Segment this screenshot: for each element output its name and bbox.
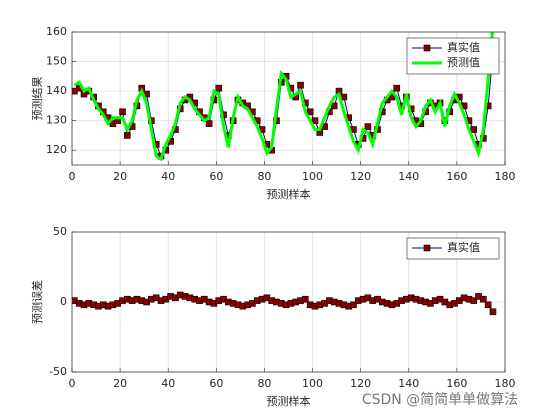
x-tick-label: 120 [350,377,371,390]
legend-label: 真实值 [447,40,480,54]
legend-marker [423,44,431,52]
x-tick-label: 80 [257,377,271,390]
data-point [330,102,338,110]
legend-label: 真实值 [447,240,480,254]
data-point [470,297,478,304]
x-tick-label: 100 [302,170,323,183]
x-tick-label: 180 [495,170,516,183]
x-tick-label: 0 [69,170,76,183]
x-tick-label: 60 [209,377,223,390]
y-tick-label: 140 [46,84,67,97]
x-tick-label: 0 [69,377,76,390]
data-point [297,81,304,89]
x-tick-label: 160 [446,377,467,390]
data-point [215,84,223,92]
legend-box [406,237,500,260]
data-point [205,120,213,127]
y-axis-label: 预测误差 [30,280,44,324]
y-tick-label: 130 [46,114,67,127]
data-point [306,108,314,116]
data-point [489,308,497,316]
data-point [302,295,309,303]
y-tick-label: -50 [49,365,67,378]
data-point [350,301,357,309]
x-tick-label: 140 [398,377,419,390]
data-point [119,108,126,116]
data-point [393,84,401,92]
x-tick-label: 160 [446,170,467,183]
y-tick-label: 160 [46,25,67,38]
legend-box [406,37,500,75]
x-tick-label: 20 [113,377,127,390]
x-tick-label: 180 [495,377,516,390]
data-point [364,123,372,130]
x-axis-label: 预测样本 [267,394,311,408]
y-axis-label: 预测结果 [31,77,44,121]
x-tick-label: 40 [161,377,175,390]
x-tick-label: 120 [350,170,371,183]
x-axis-label: 预测样本 [267,187,311,201]
y-tick-label: 50 [53,225,67,238]
x-tick-label: 40 [161,170,175,183]
legend-label: 预测值 [447,56,480,69]
x-tick-label: 60 [209,170,223,183]
axes-box [71,231,506,373]
y-tick-label: 0 [60,295,67,308]
watermark: CSDN @简简单单做算法 [362,391,518,408]
plot-area [72,32,497,162]
x-tick-label: 20 [113,170,127,183]
legend-marker [423,244,431,252]
data-point [124,132,131,139]
y-tick-label: 120 [46,143,67,156]
x-tick-label: 140 [398,170,419,183]
axes-box [71,31,506,166]
data-point [480,295,487,303]
plot-area [72,291,497,316]
x-tick-label: 80 [257,170,271,183]
data-point [470,126,478,133]
data-point [484,301,492,309]
x-tick-label: 100 [302,377,323,390]
y-tick-label: 150 [46,55,67,68]
data-point [311,117,319,124]
series-line [73,32,494,162]
